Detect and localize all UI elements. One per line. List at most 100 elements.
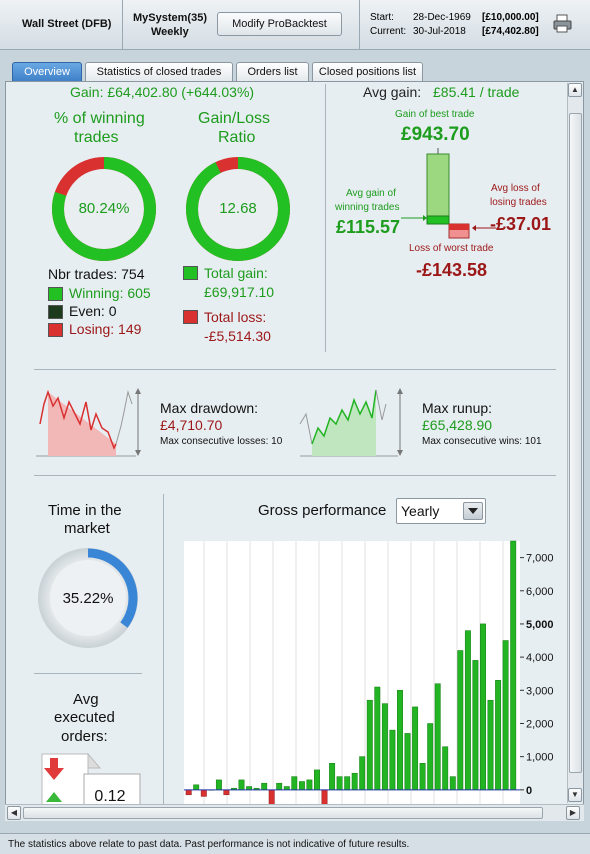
runup-value: £65,428.90 bbox=[422, 417, 493, 433]
horizontal-scrollbar[interactable]: ◀ ▶ bbox=[5, 804, 584, 821]
chart-bar bbox=[419, 763, 426, 791]
winning-legend-swatch bbox=[48, 287, 63, 301]
chart-bar bbox=[472, 660, 479, 791]
time-market-arc bbox=[38, 548, 138, 648]
chart-bar bbox=[215, 779, 222, 791]
gain-summary: Gain: £64,402.80 (+644.03%) bbox=[70, 84, 255, 100]
system-timeframe: Weekly bbox=[151, 26, 189, 38]
chart-y-tick-label: 7,000 bbox=[526, 553, 554, 565]
chart-bar bbox=[502, 640, 509, 791]
chart-y-tick-label: 2,000 bbox=[526, 718, 554, 730]
tab-closed-positions-list[interactable]: Closed positions list bbox=[312, 62, 423, 82]
chart-bar bbox=[314, 769, 320, 791]
ratio-ring-chart bbox=[186, 157, 290, 261]
drawdown-value: £4,710.70 bbox=[160, 417, 223, 433]
chart-bar bbox=[397, 690, 403, 791]
avg-orders-title-line3: orders: bbox=[61, 728, 108, 745]
chart-bar bbox=[344, 776, 351, 791]
period-select-value: Yearly bbox=[401, 503, 440, 519]
chart-bar bbox=[223, 789, 230, 796]
runup-title: Max runup: bbox=[422, 400, 493, 416]
total-gain-swatch bbox=[183, 266, 198, 280]
chart-bar bbox=[404, 733, 411, 791]
chart-bar bbox=[381, 703, 388, 791]
chart-bar bbox=[246, 786, 253, 791]
start-date: 28-Dec-1969 bbox=[413, 12, 471, 23]
dates-cell: Start: 28-Dec-1969 [£10,000.00] Current:… bbox=[360, 0, 590, 50]
divider-2 bbox=[34, 475, 556, 476]
current-capital: [£74,402.80] bbox=[482, 26, 539, 37]
chart-y-tick-label: 6,000 bbox=[526, 586, 554, 598]
drawdown-title: Max drawdown: bbox=[160, 400, 259, 416]
section-divider bbox=[325, 84, 326, 352]
divider-3 bbox=[34, 673, 142, 674]
winning-title-line2: trades bbox=[74, 129, 119, 146]
scroll-right-button[interactable]: ▶ bbox=[566, 806, 580, 820]
chart-bar bbox=[374, 686, 381, 791]
time-market-value: 35.22% bbox=[62, 590, 114, 607]
avg-gain-label: Avg gain: bbox=[363, 84, 422, 100]
gross-performance-chart: 7,000 6,000 5,000 4,000 3,000 2,000 1,000 0 bbox=[184, 540, 554, 820]
chevron-down-icon bbox=[468, 508, 478, 514]
gross-performance-title: Gross performance bbox=[258, 502, 387, 519]
scroll-up-button[interactable]: ▲ bbox=[568, 83, 582, 97]
vertical-scroll-thumb[interactable] bbox=[569, 113, 582, 773]
runup-sparkline bbox=[299, 388, 403, 457]
ratio-title-line1: Gain/Loss bbox=[198, 110, 271, 127]
chart-y-tick-label: 4,000 bbox=[526, 652, 554, 664]
ratio-title-line2: Ratio bbox=[218, 129, 256, 146]
scroll-left-button[interactable]: ◀ bbox=[7, 806, 21, 820]
modify-probacktest-button[interactable]: Modify ProBacktest bbox=[217, 12, 342, 36]
print-icon[interactable] bbox=[553, 14, 573, 34]
avg-win-label-line2: winning trades bbox=[335, 202, 400, 213]
horizontal-scroll-thumb[interactable] bbox=[23, 807, 543, 819]
chart-bar bbox=[412, 706, 419, 791]
best-trade-label: Gain of best trade bbox=[395, 109, 475, 120]
avg-trade-diagram bbox=[401, 148, 496, 239]
chart-bar bbox=[238, 779, 245, 791]
disclaimer-footer: The statistics above relate to past data… bbox=[0, 833, 590, 854]
chart-y-tick-label: 0 bbox=[526, 785, 532, 797]
total-loss-swatch bbox=[183, 310, 198, 324]
chart-bar bbox=[298, 781, 305, 791]
chart-bar bbox=[359, 756, 366, 791]
chart-y-tick-label: 1,000 bbox=[526, 752, 554, 764]
winning-percentage: 80.24% bbox=[78, 200, 130, 217]
tab-orders-list[interactable]: Orders list bbox=[236, 62, 309, 82]
winning-count: Winning: 605 bbox=[69, 285, 151, 301]
chart-bar bbox=[434, 683, 441, 791]
system-name: MySystem(35) bbox=[133, 12, 207, 24]
instrument-name: Wall Street (DFB) bbox=[22, 18, 112, 30]
overview-panel: Gain: £64,402.80 (+644.03%) % of winning… bbox=[5, 81, 584, 821]
worst-trade-label: Loss of worst trade bbox=[409, 243, 494, 254]
chart-bar bbox=[193, 784, 200, 791]
vertical-scrollbar[interactable]: ▲ ▼ bbox=[567, 83, 583, 803]
drawdown-subtext: Max consecutive losses: 10 bbox=[160, 436, 283, 447]
dropdown-button[interactable] bbox=[463, 502, 483, 520]
bottom-divider bbox=[163, 494, 164, 820]
chart-bar bbox=[457, 650, 464, 791]
best-trade-value: £943.70 bbox=[401, 124, 470, 145]
losing-count: Losing: 149 bbox=[69, 321, 142, 337]
scroll-down-button[interactable]: ▼ bbox=[568, 788, 582, 802]
chart-bar bbox=[487, 699, 494, 791]
time-market-ring bbox=[38, 548, 138, 648]
avg-win-value: £115.57 bbox=[336, 217, 401, 237]
period-select[interactable]: Yearly bbox=[396, 498, 486, 524]
tab-overview[interactable]: Overview bbox=[12, 62, 82, 82]
chart-bar bbox=[464, 630, 471, 791]
chart-bar bbox=[510, 540, 517, 791]
chart-bar bbox=[261, 782, 268, 791]
winning-arc bbox=[52, 157, 156, 261]
system-cell: MySystem(35) Weekly Modify ProBacktest bbox=[123, 0, 360, 50]
chart-bar bbox=[480, 623, 486, 791]
time-market-title-line1: Time in the bbox=[48, 502, 122, 519]
chart-bar bbox=[495, 680, 502, 791]
total-loss-label: Total loss: bbox=[204, 309, 267, 325]
tab-statistics-closed-trades[interactable]: Statistics of closed trades bbox=[85, 62, 233, 82]
even-count: Even: 0 bbox=[69, 303, 117, 319]
nbr-trades: Nbr trades: 754 bbox=[48, 266, 145, 282]
chart-y-tick-label: 5,000 bbox=[526, 619, 554, 631]
avg-loss-value: -£37.01 bbox=[490, 214, 552, 234]
runup-subtext: Max consecutive wins: 101 bbox=[422, 436, 542, 447]
